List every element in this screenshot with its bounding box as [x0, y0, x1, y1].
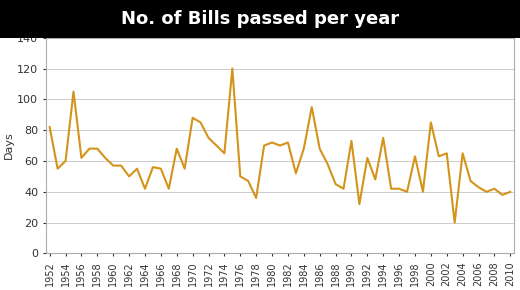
Text: No. of Bills passed per year: No. of Bills passed per year [121, 10, 399, 28]
Y-axis label: Days: Days [4, 132, 14, 160]
